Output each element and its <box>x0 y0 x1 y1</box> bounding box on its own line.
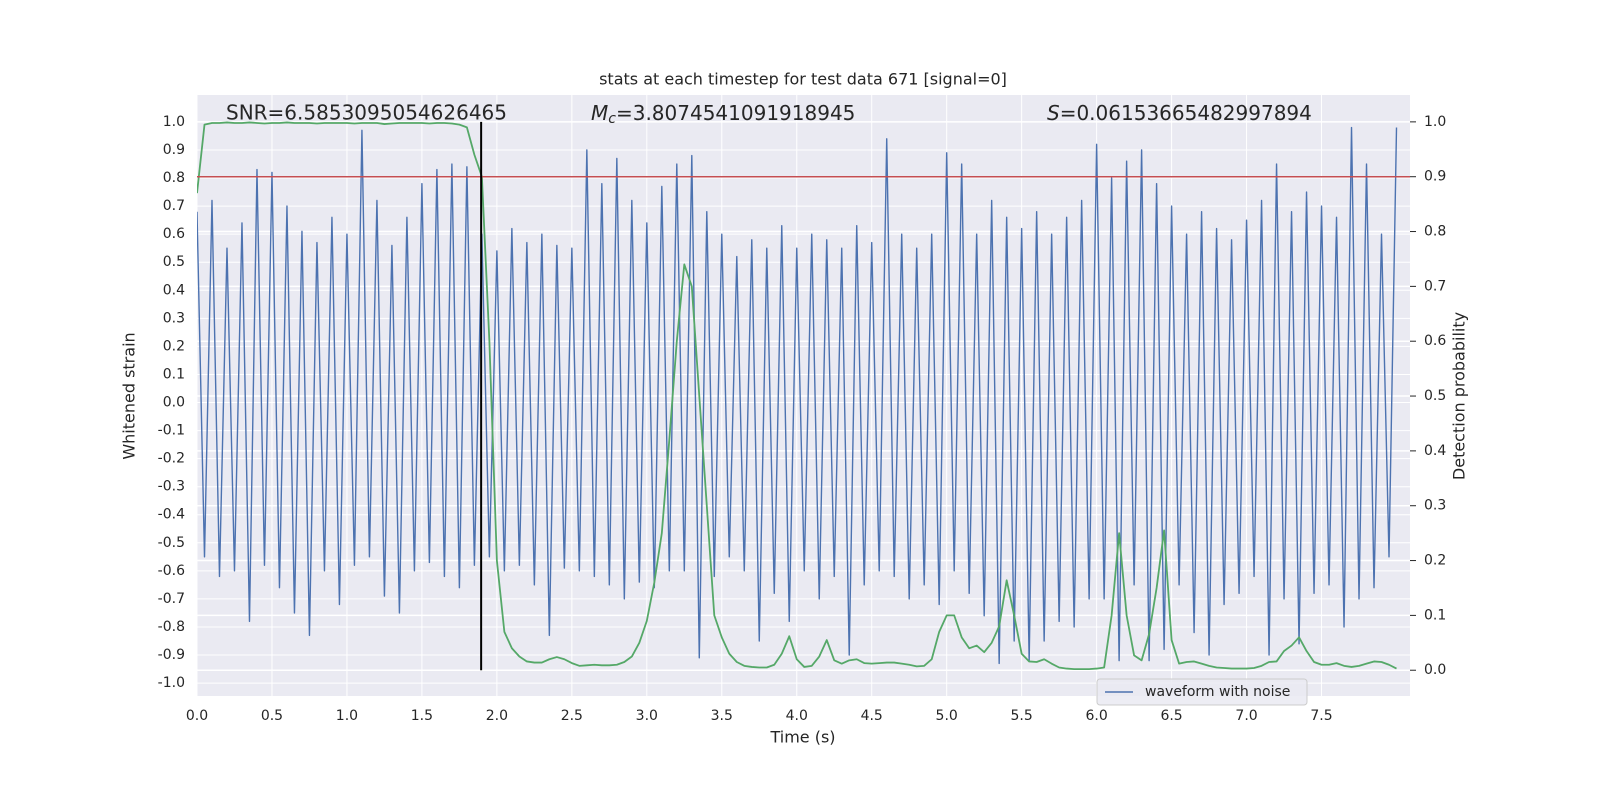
y2-tick-label: 0.4 <box>1424 443 1446 459</box>
y-tick-label: -1.0 <box>158 675 185 691</box>
y-tick-label: -0.3 <box>158 479 185 495</box>
y2-tick-label: 0.9 <box>1424 169 1446 185</box>
y-tick-label: -0.2 <box>158 451 185 467</box>
series-line <box>197 126 1398 665</box>
legend-box <box>1096 678 1308 706</box>
annotation-value: =0.06153665482997894 <box>1060 101 1312 125</box>
annotation: Mc=3.8074541091918945 <box>591 101 855 128</box>
y-tick-label: 1.0 <box>163 114 185 130</box>
y-tick-label: 0.5 <box>163 254 185 270</box>
legend-label: waveform with noise <box>1145 684 1290 700</box>
y-tick-label: 0.0 <box>163 395 185 411</box>
annotation-value: =3.8074541091918945 <box>616 101 855 125</box>
y2-tick-label: 0.3 <box>1424 498 1446 514</box>
x-tick-label: 7.0 <box>1235 708 1257 724</box>
series-line <box>197 121 1397 671</box>
x-tick-label: 4.5 <box>861 708 883 724</box>
y-tick-label: -0.5 <box>158 535 185 551</box>
annotation-symbol: S <box>1047 101 1060 125</box>
x-axis-label: Time (s) <box>769 728 835 747</box>
y2-axis-label: Detection probability <box>1450 312 1469 480</box>
y-tick-label: 0.8 <box>163 170 185 186</box>
y-tick-label: 0.1 <box>163 366 185 382</box>
annotation: SNR=6.5853095054626465 <box>226 101 507 125</box>
x-tick-label: 1.5 <box>411 708 433 724</box>
x-tick-label: 3.0 <box>636 708 658 724</box>
y2-tick-label: 0.5 <box>1424 388 1446 404</box>
y-axis-label: Whitened strain <box>120 332 139 459</box>
y2-tick-label: 0.6 <box>1424 333 1446 349</box>
y-tick-label: -0.1 <box>158 423 185 439</box>
annotation-subscript: c <box>608 111 616 127</box>
y-tick-label: 0.2 <box>163 338 185 354</box>
y-tick-label: 0.6 <box>163 226 185 242</box>
y-tick-label: -0.6 <box>158 563 185 579</box>
y-tick-label: -0.4 <box>158 507 185 523</box>
x-tick-label: 1.0 <box>336 708 358 724</box>
x-tick-label: 7.5 <box>1310 708 1332 724</box>
y2-tick-label: 0.8 <box>1424 224 1446 240</box>
y-tick-label: 0.7 <box>163 198 185 214</box>
x-tick-label: 6.5 <box>1160 708 1182 724</box>
annotation-symbol: M <box>591 101 608 125</box>
x-tick-label: 4.0 <box>786 708 808 724</box>
x-tick-label: 2.5 <box>561 708 583 724</box>
annotation: S=0.06153665482997894 <box>1047 101 1312 125</box>
y-tick-label: 0.4 <box>163 282 185 298</box>
x-tick-label: 3.5 <box>711 708 733 724</box>
y-tick-label: -0.8 <box>158 619 185 635</box>
x-tick-label: 5.0 <box>936 708 958 724</box>
x-tick-label: 0.0 <box>186 708 208 724</box>
y2-tick-label: 0.0 <box>1424 662 1446 678</box>
y-tick-label: -0.9 <box>158 647 185 663</box>
x-tick-label: 5.5 <box>1011 708 1033 724</box>
y-tick-label: -0.7 <box>158 591 185 607</box>
y-tick-label: 0.3 <box>163 310 185 326</box>
y-tick-label: 0.9 <box>163 142 185 158</box>
x-tick-label: 2.0 <box>486 708 508 724</box>
x-tick-label: 0.5 <box>261 708 283 724</box>
chart-title: stats at each timestep for test data 671… <box>599 70 1007 89</box>
y2-tick-label: 0.2 <box>1424 553 1446 569</box>
y2-tick-label: 1.0 <box>1424 114 1446 130</box>
x-tick-label: 6.0 <box>1085 708 1107 724</box>
y2-tick-label: 0.1 <box>1424 607 1446 623</box>
y2-tick-label: 0.7 <box>1424 278 1446 294</box>
